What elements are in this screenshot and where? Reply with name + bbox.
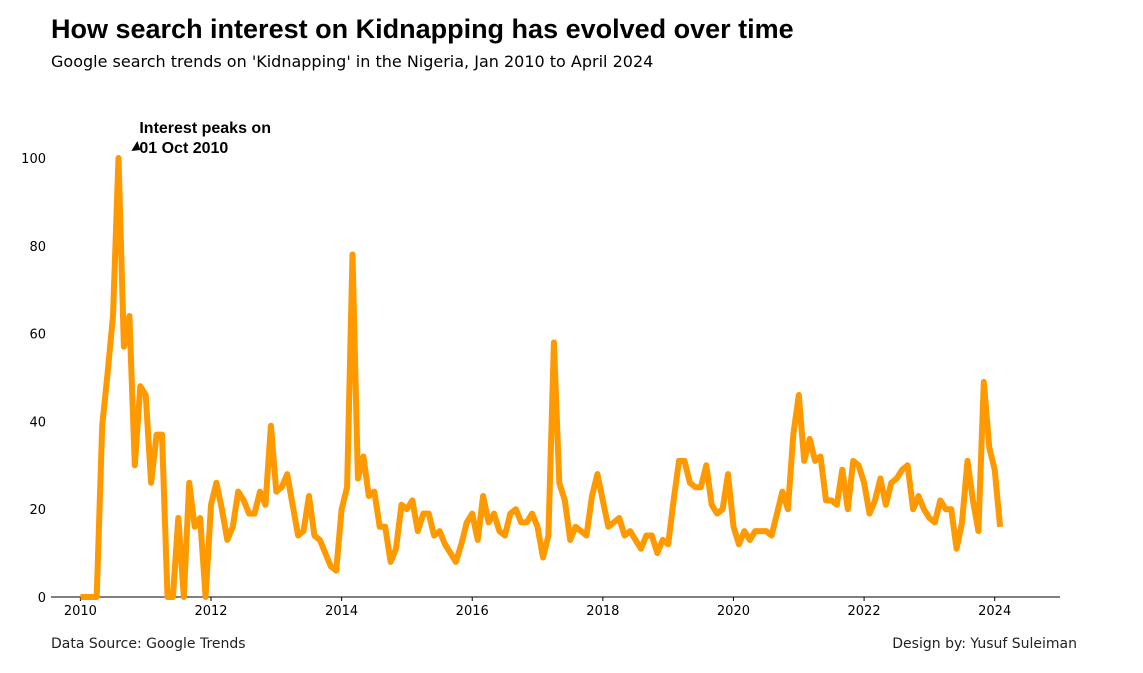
y-axis: 0 20 40 60 80 100 [21,152,46,606]
annotation-text: Interest peaks on [139,120,271,137]
x-tick-label: 2020 [717,604,750,619]
x-tick-label: 2018 [586,604,619,619]
chart-subtitle: Google search trends on 'Kidnapping' in … [51,52,654,71]
series-layer [80,155,1004,600]
series-line [80,155,1004,600]
x-tick-label: 2010 [64,604,97,619]
design-credit: Design by: Yusuf Suleiman [892,636,1077,652]
y-tick-label: 80 [29,240,46,255]
annotation-layer: Interest peaks on 01 Oct 2010 [131,120,271,157]
y-tick-label: 40 [29,415,46,430]
annotation-arrow [131,140,141,151]
y-tick-label: 0 [38,591,46,606]
x-tick-label: 2014 [325,604,358,619]
x-tick-label: 2016 [456,604,489,619]
x-tick-label: 2012 [194,604,227,619]
y-tick-label: 60 [29,328,46,343]
chart-title: How search interest on Kidnapping has ev… [51,14,794,44]
x-axis: 2010 2012 2014 2016 2018 2020 2022 2024 [51,596,1060,619]
y-tick-label: 100 [21,152,46,167]
x-tick-label: 2024 [978,604,1011,619]
y-tick-label: 20 [29,503,46,518]
annotation-text: 01 Oct 2010 [139,140,228,157]
x-tick-label: 2022 [848,604,881,619]
data-source-note: Data Source: Google Trends [51,636,246,652]
